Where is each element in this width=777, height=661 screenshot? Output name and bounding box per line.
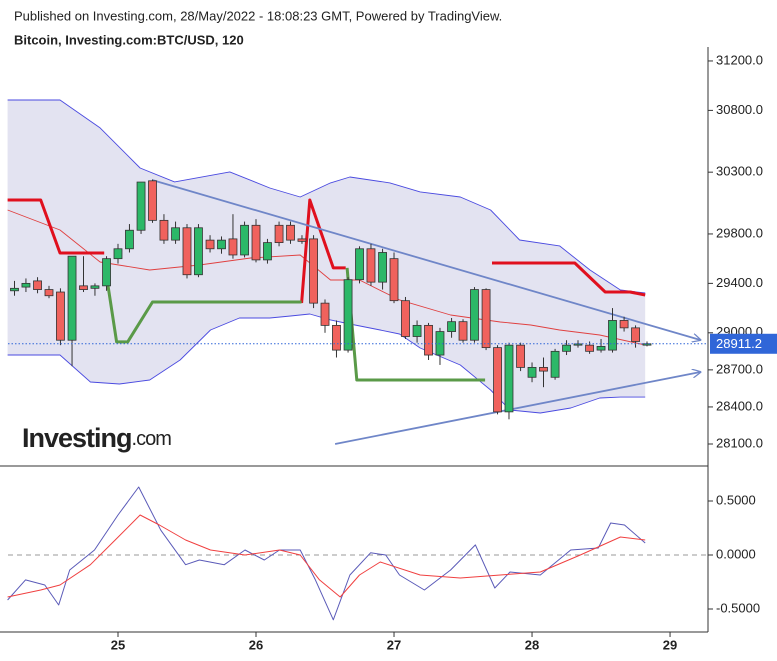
candle-body xyxy=(470,289,479,341)
candle-body xyxy=(44,289,54,297)
candle-body xyxy=(642,343,652,346)
logo-main: Investing xyxy=(22,423,132,453)
candle-body xyxy=(378,252,387,283)
y-tick-label: 30300.0 xyxy=(716,164,763,179)
symbol-title: Bitcoin, Investing.com:BTC/USD, 120 xyxy=(14,32,244,47)
y-tick-label: 30800.0 xyxy=(716,102,763,117)
candle-body xyxy=(251,224,261,261)
candle-body xyxy=(309,238,318,304)
x-tick-label: 25 xyxy=(111,637,125,652)
candle-body xyxy=(447,321,456,332)
candle-body xyxy=(136,181,146,231)
candle-body xyxy=(401,300,410,337)
candle-body xyxy=(493,347,502,413)
y-tick-label: 0.0000 xyxy=(716,546,756,561)
candle-body xyxy=(21,282,31,288)
candle-body xyxy=(608,320,617,351)
candle-body xyxy=(205,239,215,250)
candle-body xyxy=(113,248,123,260)
candle-body xyxy=(263,242,272,261)
candle-body xyxy=(56,291,65,341)
candle-body xyxy=(343,279,353,351)
y-tick-label: 28700.0 xyxy=(716,361,763,376)
x-tick-label: 26 xyxy=(249,637,263,652)
band-lower xyxy=(7,313,646,414)
candle-body xyxy=(332,324,341,351)
last-price-label: 28911.2 xyxy=(716,336,762,351)
candle-body xyxy=(148,180,157,221)
candle-body xyxy=(194,227,203,276)
y-tick-label: 28400.0 xyxy=(716,398,763,413)
candle-body xyxy=(67,255,77,341)
candle-body xyxy=(573,343,583,346)
candle-body xyxy=(33,280,42,290)
x-tick-label: 27 xyxy=(387,637,401,652)
y-tick-label: 31200.0 xyxy=(716,52,763,67)
candle-body xyxy=(562,344,571,352)
candle-body xyxy=(550,350,560,378)
candle-body xyxy=(274,224,284,243)
candle-body xyxy=(516,344,525,368)
candle-body xyxy=(90,285,100,289)
candle-body xyxy=(539,366,548,372)
series-line xyxy=(7,514,646,598)
candle-body xyxy=(619,320,629,329)
trend-line xyxy=(151,179,700,340)
candle-body xyxy=(10,287,19,292)
plot-layer: 31200.030800.030300.029800.029400.029000… xyxy=(7,52,777,652)
x-tick-label: 28 xyxy=(525,637,539,652)
published-note: Published on Investing.com, 28/May/2022 … xyxy=(14,8,502,23)
candle-body xyxy=(159,219,169,241)
candle-body xyxy=(171,227,180,241)
candle-body xyxy=(182,227,192,276)
candle-body xyxy=(596,345,606,351)
candle-body xyxy=(286,224,295,241)
series-line xyxy=(7,486,646,621)
candle-body xyxy=(240,224,249,256)
y-tick-label: -0.5000 xyxy=(716,600,760,615)
candle-body xyxy=(527,366,537,378)
y-tick-label: 29400.0 xyxy=(716,275,763,290)
candle-body xyxy=(504,344,514,413)
logo-suffix: .com xyxy=(132,428,172,450)
candle-body xyxy=(217,239,226,250)
overlay-line xyxy=(7,198,646,304)
candle-body xyxy=(102,258,111,287)
candle-body xyxy=(631,327,640,342)
candle-body xyxy=(125,229,134,250)
candle-body xyxy=(412,324,422,337)
candle-body xyxy=(458,321,468,341)
candle-body xyxy=(389,258,399,302)
band-upper xyxy=(7,99,646,294)
x-tick-label: 29 xyxy=(663,637,677,652)
candle-body xyxy=(355,248,364,281)
last-price-box xyxy=(710,333,777,354)
candle-body xyxy=(366,248,376,283)
candle-body xyxy=(228,238,238,256)
candle-body xyxy=(320,302,330,326)
y-tick-label: 0.5000 xyxy=(716,492,756,507)
candle-body xyxy=(424,324,433,356)
y-tick-label: 28100.0 xyxy=(716,435,763,450)
logo: Investing.com xyxy=(22,423,171,453)
trend-line xyxy=(334,372,700,445)
candle-body xyxy=(585,344,594,352)
candle-body xyxy=(481,289,491,349)
y-tick-label: 29800.0 xyxy=(716,225,763,240)
candle-body xyxy=(297,238,307,242)
candle-body xyxy=(79,285,88,290)
